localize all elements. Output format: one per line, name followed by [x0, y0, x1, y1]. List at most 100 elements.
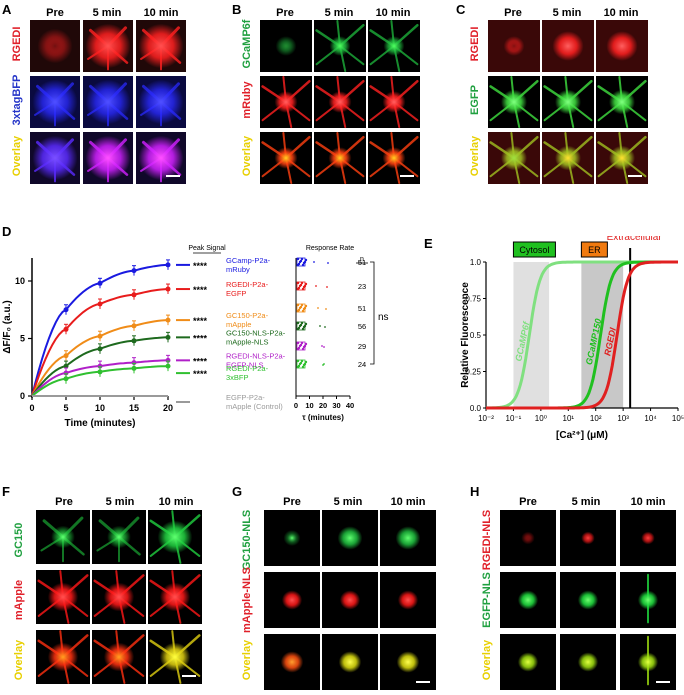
micrograph-tile: [260, 20, 312, 72]
legend-label: mApple (Control): [226, 402, 283, 411]
micrograph-tile: [542, 76, 594, 128]
y-tick-label: 0.75: [465, 295, 481, 304]
ns-label: ns: [378, 312, 389, 323]
response-dot: [302, 307, 306, 311]
legend-label: RGEDI-P2a-: [226, 364, 269, 373]
y-tick-label: 0: [20, 391, 25, 401]
row-label: EGFP-NLS: [481, 572, 493, 628]
micrograph-tile: [260, 132, 312, 184]
col-title: 5 min: [324, 7, 354, 19]
x-tick-label: 10⁴: [644, 414, 657, 423]
data-point: [165, 363, 171, 369]
response-n: 29: [358, 342, 366, 351]
col-title: Pre: [504, 7, 522, 19]
significance-stars: ****: [193, 261, 208, 271]
col-title: 5 min: [105, 496, 135, 508]
response-box: [296, 281, 306, 291]
panel-e-label: E: [424, 236, 433, 251]
legend-label: GCamp-P2a-: [226, 256, 271, 265]
response-dot: [298, 260, 302, 264]
micrograph-tile: [260, 76, 312, 128]
data-point: [97, 280, 103, 286]
response-n: 23: [358, 282, 366, 291]
response-dot: [321, 345, 323, 347]
response-dot: [324, 326, 326, 328]
micrograph-tile: [488, 20, 540, 72]
micrograph-tile: [322, 510, 378, 566]
micrograph-tile: [560, 572, 616, 628]
panel-h-label: H: [470, 484, 480, 499]
tau-tick-label: 30: [332, 401, 340, 410]
response-dot: [302, 345, 306, 349]
micrograph-tile: [36, 570, 90, 624]
data-point: [131, 338, 137, 344]
region-box-label: Cytosol: [519, 245, 549, 255]
x-tick-label: 10⁰: [535, 414, 547, 423]
micrograph-tile: [30, 132, 80, 184]
micrograph-tile: [560, 634, 616, 690]
data-point: [63, 376, 69, 382]
micrograph-tile: [30, 20, 80, 72]
micrograph-tile: [148, 510, 202, 564]
micrograph-tile: [542, 132, 594, 184]
micrograph-tile: [83, 20, 133, 72]
micrograph-tile: [148, 630, 202, 684]
response-dot: [298, 306, 302, 310]
micrograph-tile: [488, 76, 540, 128]
y-tick-label: 0.5: [470, 331, 482, 340]
legend-label: GC150-NLS-P2a-: [226, 328, 286, 337]
x-axis-label: [Ca²⁺] (μM): [556, 430, 608, 441]
tau-axis-label: τ (minutes): [302, 413, 344, 422]
legend-label: GC150-P2a-: [226, 311, 269, 320]
legend-label: 3xBFP: [226, 373, 249, 382]
x-axis-label: Time (minutes): [65, 418, 136, 429]
legend-label: mApple-NLS: [226, 337, 269, 346]
response-dot: [325, 308, 327, 310]
row-label: Overlay: [241, 639, 253, 681]
col-title: Pre: [55, 496, 73, 508]
micrograph-tile: [136, 76, 186, 128]
y-axis-label: ΔF/F₀ (a.u.): [2, 300, 13, 353]
panel-b-label: B: [232, 2, 242, 17]
micrograph-tile: [322, 634, 378, 690]
micrograph-tile: [322, 572, 378, 628]
response-dot: [302, 285, 306, 289]
y-tick-label: 10: [15, 276, 25, 286]
micrograph-tile: [83, 76, 133, 128]
response-n: 51: [358, 304, 366, 313]
micrograph-tile: [488, 132, 540, 184]
col-title: 5 min: [571, 496, 601, 508]
col-title: 10 min: [603, 7, 639, 19]
micrograph-tile: [30, 76, 80, 128]
x-tick-label: 10³: [617, 414, 629, 423]
legend-label: EGFP-P2a-: [226, 393, 265, 402]
micrograph-tile: [596, 20, 648, 72]
micrograph-tile: [596, 76, 648, 128]
series-curve: [486, 260, 678, 410]
data-point: [63, 307, 69, 313]
response-dot: [298, 284, 302, 288]
micrograph-tile: [620, 572, 676, 628]
micrograph-tile: [596, 132, 648, 184]
line-chart-e: 0.0 0.25 0.5 0.75 1.0 10⁻² 10⁻¹ 10⁰ 10¹ 10² 10³ 10⁴…: [460, 236, 684, 441]
tau-tick-label: 10: [305, 401, 313, 410]
scale-bar: [416, 681, 430, 683]
micrograph-tile: [560, 510, 616, 566]
x-tick-label: 10⁻¹: [506, 414, 522, 423]
x-tick-label: 20: [163, 403, 173, 413]
micrograph-tile: [500, 572, 556, 628]
micrograph-tile: [314, 20, 366, 72]
row-label: Overlay: [13, 639, 25, 681]
micrograph-tile: [500, 634, 556, 690]
response-box: [296, 341, 306, 351]
micrograph-tile: [36, 510, 90, 564]
micrograph-tile: [380, 510, 436, 566]
significance-stars: ****: [193, 369, 208, 379]
row-label: GC150: [13, 522, 25, 558]
col-title: 5 min: [552, 7, 582, 19]
scale-bar: [182, 675, 196, 677]
row-label: GC150-NLS: [241, 509, 253, 571]
micrograph-tile: [380, 572, 436, 628]
data-point: [165, 317, 171, 323]
y-tick-label: 1.0: [470, 258, 482, 267]
